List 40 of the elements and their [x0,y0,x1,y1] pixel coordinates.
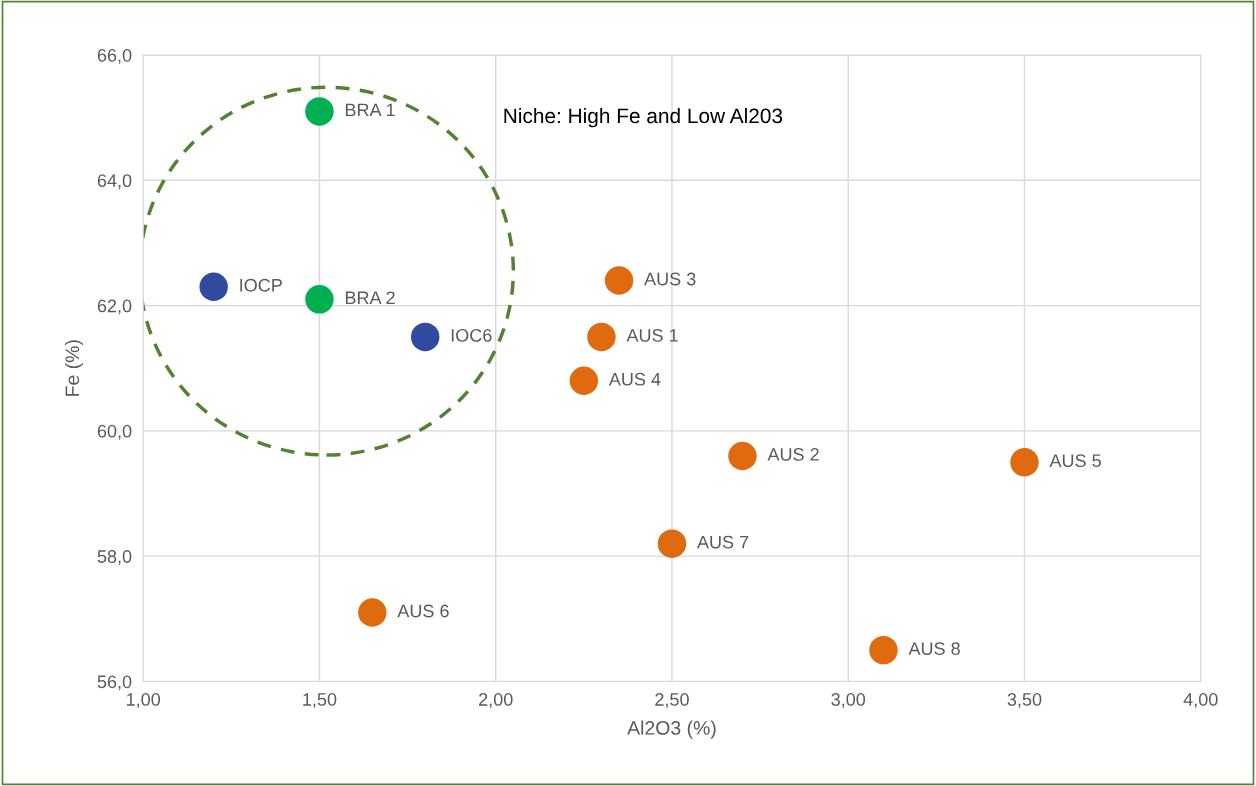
x-axis-title: Al2O3 (%) [627,720,716,739]
y-tick-label: 64,0 [97,174,132,190]
x-tick-label: 4,00 [1183,693,1218,708]
x-tick-label: 1,50 [303,693,337,708]
x-tick-label: 3,50 [1007,693,1042,708]
y-tick-label: 62,0 [97,299,132,315]
data-label: AUS 5 [1049,454,1101,468]
point [305,97,334,126]
point [1010,447,1039,477]
data-label: IOCP [240,278,282,292]
annotation: Niche: High Fe and Low Al203 [504,107,783,128]
data-label: AUS 8 [908,642,960,655]
y-tick-label: 58,0 [97,550,132,566]
point [604,266,634,295]
x-tick-label: 3,00 [831,693,866,708]
point [728,441,757,471]
x-tick-label: 1,00 [126,693,161,708]
data-label: AUS 6 [397,604,449,618]
y-tick-label: 60,0 [97,424,132,440]
y-tick-label: 66,0 [97,48,132,64]
x-tick-label: 2,50 [655,693,689,708]
data-label: BRA 2 [345,291,395,304]
data-label: AUS 7 [697,535,749,549]
point [199,272,228,302]
data-label: IOC6 [451,328,492,342]
data-label: AUS 3 [644,272,696,286]
x-tick-label: 2,00 [479,693,513,708]
data-label: AUS 2 [767,448,819,461]
point [569,366,599,395]
y-axis-title: Fe (%) [64,340,84,396]
data-label: AUS 4 [608,372,661,386]
point [657,529,687,558]
point [869,635,898,665]
y-tick-label: 56,0 [97,675,132,691]
data-label: AUS 1 [626,328,678,342]
point [410,322,440,352]
point [587,322,616,352]
point [358,598,387,627]
data-label: BRA 1 [345,103,395,117]
point [305,285,334,314]
